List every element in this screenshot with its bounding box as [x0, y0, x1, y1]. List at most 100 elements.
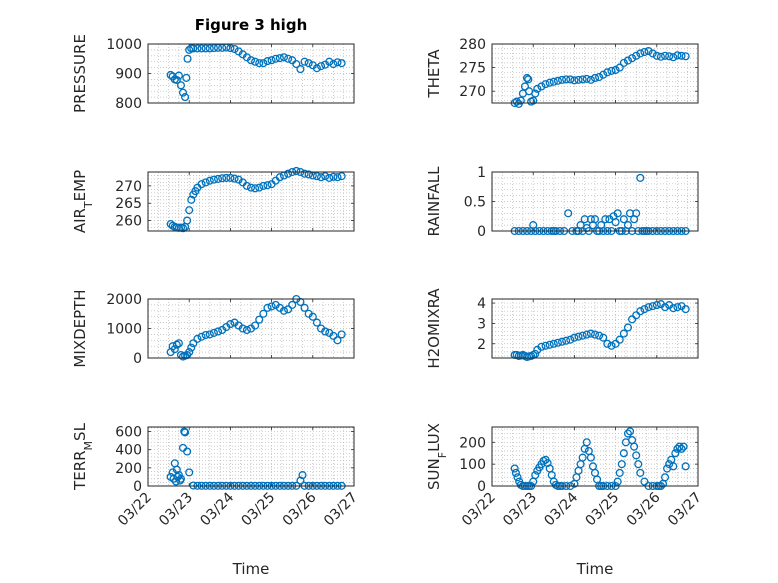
data-point: [623, 56, 633, 65]
data-point: [189, 339, 198, 348]
data-point: [578, 453, 587, 462]
x-tick-label: 03/22: [115, 490, 155, 530]
data-point: [333, 336, 342, 345]
data-point: [197, 332, 206, 341]
data-point: [178, 88, 188, 97]
data-point: [524, 75, 533, 84]
x-tick-label: 03/27: [665, 490, 705, 530]
data-point: [640, 47, 649, 57]
data-point: [545, 78, 554, 87]
y-tick-label: 280: [459, 37, 486, 53]
data-point: [607, 66, 616, 75]
data-point: [218, 174, 227, 183]
data-point: [284, 54, 293, 63]
axes-frame: [147, 426, 355, 487]
data-point: [275, 54, 284, 63]
y-axis-label: PRESSURE: [71, 34, 89, 113]
data-point: [316, 62, 326, 71]
x-tick-label: 03/23: [500, 490, 540, 530]
data-point: [197, 44, 206, 53]
data-point: [176, 474, 186, 483]
data-point: [284, 169, 293, 178]
data-point: [183, 447, 192, 456]
data-point: [640, 477, 649, 486]
data-point: [595, 72, 604, 82]
data-point: [675, 442, 684, 451]
data-point: [176, 81, 186, 90]
data-point: [582, 330, 591, 339]
y-tick-label: 265: [115, 196, 142, 212]
data-point: [230, 44, 239, 54]
data-point: [172, 340, 181, 349]
data-point: [537, 342, 546, 351]
data-point: [562, 75, 571, 84]
data-point: [619, 58, 628, 67]
x-tick-label: 03/25: [239, 490, 279, 530]
data-point: [263, 303, 272, 312]
data-point: [222, 173, 231, 182]
data-point: [630, 442, 639, 451]
y-axis-label: H2OMIXRA: [425, 288, 443, 369]
axes-frame: [491, 43, 699, 104]
data-point: [623, 221, 633, 230]
y-tick-label: 4: [477, 296, 486, 312]
data-point: [632, 51, 641, 60]
data-point: [553, 76, 562, 85]
data-point: [669, 462, 678, 471]
data-point: [201, 330, 210, 340]
data-point: [166, 70, 175, 80]
data-point: [209, 328, 218, 337]
data-point: [312, 172, 321, 181]
data-point: [531, 471, 540, 480]
data-point: [267, 56, 276, 65]
data-point: [611, 218, 620, 227]
data-point: [185, 45, 194, 54]
data-point: [209, 175, 218, 184]
data-point: [226, 320, 235, 329]
data-point: [648, 302, 657, 311]
data-point: [599, 70, 608, 79]
panel-mixdepth: 0 1000 2000 MIXDEPTH: [71, 289, 355, 368]
data-point: [557, 75, 567, 84]
data-point: [628, 315, 637, 324]
data-point: [288, 300, 297, 309]
y-tick-label: 3: [477, 316, 486, 332]
data-point: [181, 428, 190, 437]
data-point: [669, 304, 678, 313]
y-tick-label: 0: [477, 479, 486, 495]
data-point: [333, 173, 342, 182]
x-tick-label: 03/25: [583, 490, 623, 530]
data-point: [263, 181, 272, 190]
data-point: [205, 44, 214, 53]
data-point: [213, 174, 223, 183]
figure-title: Figure 3 high: [195, 16, 308, 34]
data-point: [613, 477, 622, 486]
y-axis-label: MIXDEPTH: [71, 289, 89, 367]
data-point: [673, 303, 682, 312]
data-point: [298, 471, 307, 480]
data-point: [296, 476, 305, 485]
data-point: [681, 52, 690, 61]
data-point: [226, 173, 235, 182]
data-point: [578, 331, 587, 340]
axes-frame: [147, 43, 355, 104]
data-point: [537, 82, 546, 91]
data-point: [251, 57, 260, 66]
data-point: [238, 324, 247, 333]
y-tick-label: 270: [115, 179, 142, 195]
data-point: [337, 172, 346, 181]
data-point: [197, 180, 206, 189]
data-point: [181, 93, 190, 102]
data-point: [246, 56, 256, 65]
data-point: [681, 462, 690, 471]
data-point: [205, 330, 214, 339]
data-point: [648, 49, 657, 58]
x-tick-label: 03/24: [541, 489, 581, 529]
x-tick-label: 03/24: [197, 489, 237, 529]
data-point: [329, 172, 338, 181]
data-point: [615, 63, 624, 72]
data-point: [640, 305, 649, 314]
y-tick-label: 100: [459, 457, 486, 473]
axes-frame: [147, 171, 355, 232]
data-point: [652, 301, 661, 310]
